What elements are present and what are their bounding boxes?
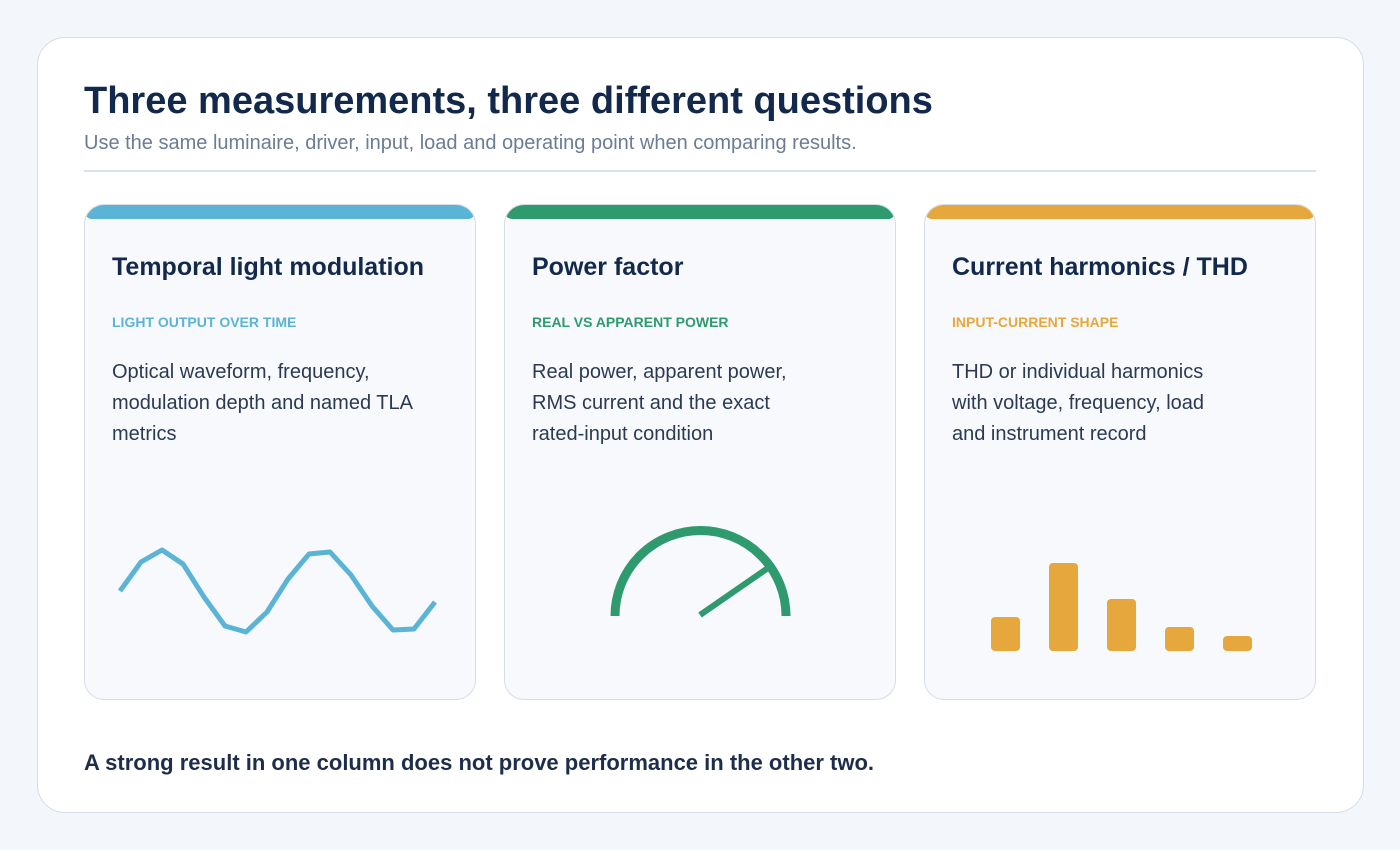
body-line: RMS current and the exact [532,392,770,414]
body-line: with voltage, frequency, load [952,392,1205,414]
body-line: Optical waveform, frequency, [112,361,370,383]
card: Temporal light modulation LIGHT OUTPUT O… [84,204,476,700]
accent-bar [925,205,1315,219]
title: Three measurements, three different ques… [84,80,933,122]
subtitle: Use the same luminaire, driver, input, l… [84,132,857,154]
card: Power factor REAL VS APPARENT POWER Real… [504,204,896,700]
divider [84,170,1316,172]
card: Current harmonics / THD INPUT-CURRENT SH… [924,204,1316,700]
card-tag: INPUT-CURRENT SHAPE [952,314,1119,330]
card-tag: LIGHT OUTPUT OVER TIME [112,314,297,330]
card-title: Current harmonics / THD [952,253,1248,281]
card-title: Temporal light modulation [112,253,425,281]
body-line: modulation depth and named TLA [112,392,413,414]
card-body: Optical waveform, frequency, modulation … [112,357,413,450]
body-line: Real power, apparent power, [532,361,787,383]
card-body: THD or individual harmonics with voltage… [952,357,1204,450]
harmonics-icon [991,563,1252,651]
card-body: Real power, apparent power, RMS current … [532,357,787,450]
wave-icon [117,547,437,635]
accent-bar [505,205,895,219]
body-line: metrics [112,423,177,445]
gauge-icon [610,526,791,618]
accent-bar [85,205,475,219]
card-tag: REAL VS APPARENT POWER [532,314,729,330]
body-line: and instrument record [952,423,1147,445]
body-line: rated-input condition [532,423,714,445]
footer-note: A strong result in one column does not p… [84,750,875,775]
card-title: Power factor [532,253,684,281]
body-line: THD or individual harmonics [952,361,1204,383]
